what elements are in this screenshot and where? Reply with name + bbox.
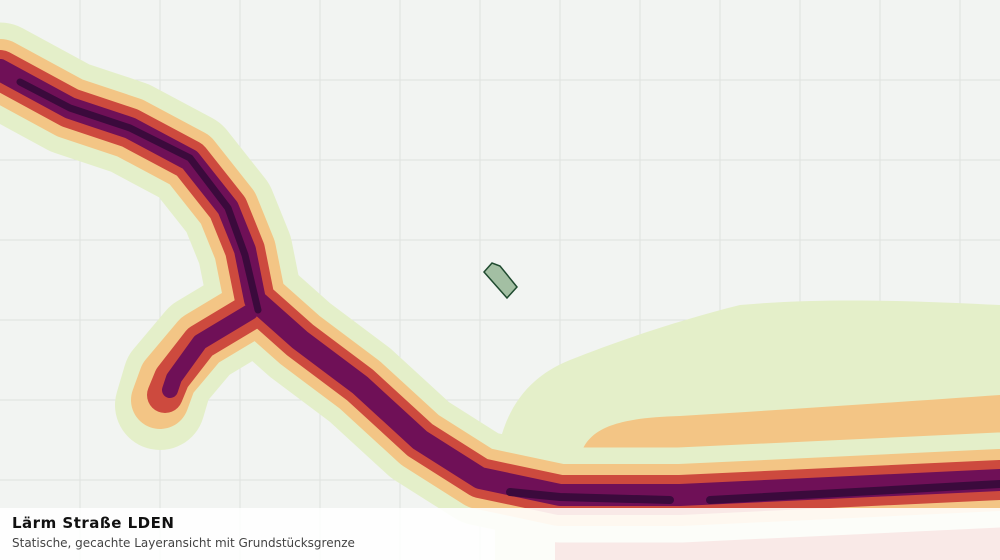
layer-title: Lärm Straße LDEN [12,514,175,532]
noise-corridor [0,22,1000,543]
layer-subtitle: Statische, gecachte Layeransicht mit Gru… [12,536,355,550]
caption-panel: Lärm Straße LDEN Statische, gecachte Lay… [0,508,1000,560]
parcel[interactable] [482,262,518,300]
